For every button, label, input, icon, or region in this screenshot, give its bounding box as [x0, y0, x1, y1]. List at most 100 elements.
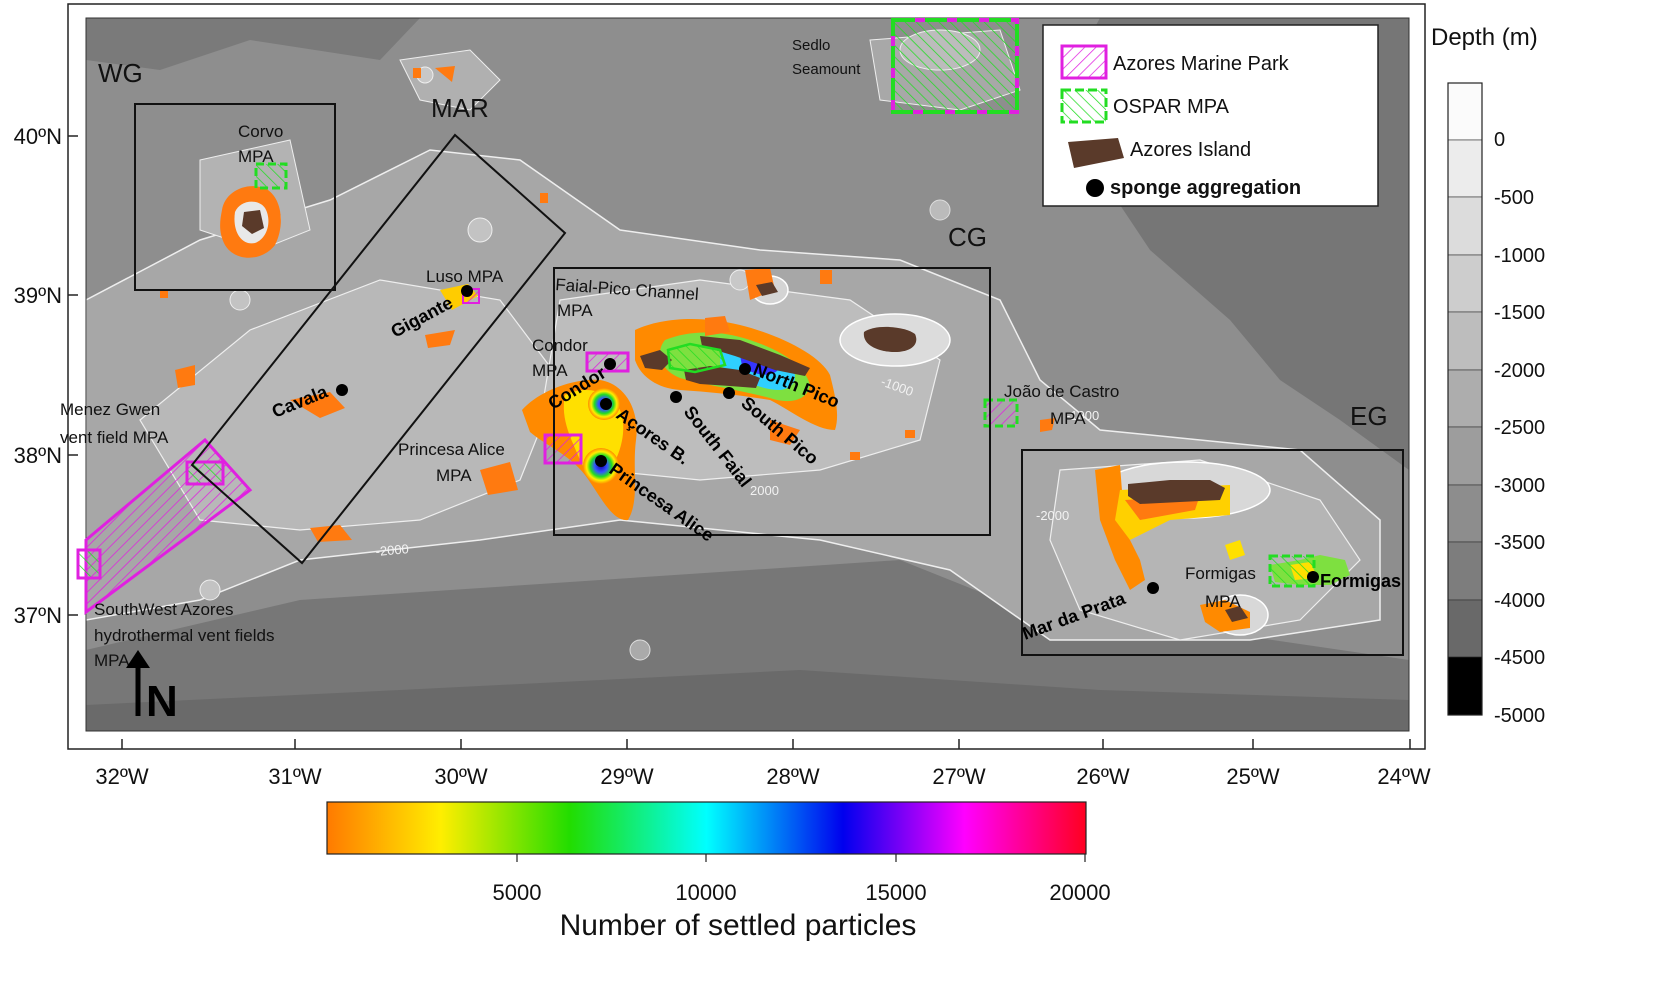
- label-sedlo: Sedlo: [792, 37, 830, 54]
- lon-label-24: 24ºW: [1377, 764, 1431, 789]
- label-corvo: Corvo: [238, 122, 283, 141]
- depth-label-1500: -1500: [1494, 302, 1545, 324]
- particle-tick-15000: 15000: [865, 880, 926, 905]
- mpa-formigas: [1268, 554, 1316, 588]
- sponge-dot-south-pico: [723, 387, 735, 399]
- particle-colorbar-gradient: [326, 801, 1087, 855]
- contour-label-2000-b: -2000: [1036, 508, 1069, 523]
- lon-label-32: 32ºW: [95, 764, 149, 789]
- longitude-labels: 32ºW 31ºW 30ºW 29ºW 28ºW 27ºW 26ºW 25ºW …: [95, 764, 1431, 789]
- contour-label-1000-b: -1000: [1066, 408, 1099, 423]
- island-terceira: [863, 326, 917, 352]
- lon-label-31: 31ºW: [268, 764, 322, 789]
- sponge-dot-mar-da-prata: [1147, 582, 1159, 594]
- deep-water-south: [86, 560, 1409, 731]
- depth-label-5000: -5000: [1494, 705, 1545, 727]
- axis-ticks: [68, 135, 1411, 749]
- sponge-dot-cavala: [336, 384, 348, 396]
- label-condor: Condor: [532, 336, 588, 355]
- legend-ospar-label: OSPAR MPA: [1113, 96, 1230, 118]
- label-sw-azores-1: SouthWest Azores: [94, 600, 234, 619]
- lon-label-28: 28ºW: [766, 764, 820, 789]
- lat-label-38: 38ºN: [14, 443, 62, 468]
- legend-island-label: Azores Island: [1130, 139, 1251, 161]
- legend-sponge-swatch: [1086, 179, 1104, 197]
- lat-label-39: 39ºN: [14, 283, 62, 308]
- lon-label-29: 29ºW: [600, 764, 654, 789]
- legend-island-swatch: [1068, 138, 1124, 168]
- label-formigas-mpa: MPA: [1205, 592, 1241, 611]
- azores-islands: [242, 210, 1248, 622]
- depth-label-1000: -1000: [1494, 245, 1545, 267]
- latitude-labels: 40ºN 39ºN 38ºN 37ºN: [14, 124, 62, 628]
- region-box-wg: [134, 103, 336, 291]
- label-joao-de-castro: João de Castro: [1004, 382, 1119, 401]
- site-formigas: Formigas: [1320, 571, 1401, 591]
- island-santa-maria: [1225, 606, 1248, 622]
- sponge-dot-south-faial: [670, 391, 682, 403]
- depth-label-2000: -2000: [1494, 360, 1545, 382]
- mpa-sw-green: [76, 548, 102, 580]
- mpa-princesa-alice: [543, 433, 583, 465]
- depth-colorbar: Depth (m) 0 -500 -1000 -1500 -2000 -2500…: [1431, 24, 1545, 727]
- label-sedlo-seamount: Seamount: [792, 61, 861, 78]
- region-label-mar: MAR: [431, 93, 489, 123]
- contour-label-2000-c: 2000: [750, 483, 779, 498]
- sponge-dot-north-pico: [739, 363, 751, 375]
- label-joao-de-castro-mpa: MPA: [1050, 409, 1086, 428]
- depth-label-500: -500: [1494, 187, 1534, 209]
- legend-sponge-label: sponge aggregation: [1110, 177, 1301, 199]
- depth-label-3500: -3500: [1494, 532, 1545, 554]
- island-sao-jorge: [700, 336, 810, 376]
- depth-colorbar-title: Depth (m): [1431, 24, 1538, 51]
- sponge-dot-acores-b: [600, 398, 612, 410]
- region-labels: WG MAR CG EG: [98, 58, 1388, 431]
- depth-label-4500: -4500: [1494, 647, 1545, 669]
- label-princesa-alice-mpa-1: Princesa Alice: [398, 440, 505, 459]
- mpa-sedlo-seamount: [891, 18, 1019, 114]
- sponge-dot-condor: [604, 358, 616, 370]
- island-corvo: [242, 210, 264, 234]
- north-arrow-label: N: [146, 677, 178, 726]
- legend-marine-park-swatch: [1060, 44, 1108, 80]
- region-boxes: [134, 103, 1404, 656]
- region-label-wg: WG: [98, 58, 143, 88]
- deep-water-north: [86, 18, 420, 70]
- label-menez-gwen-mpa: vent field MPA: [60, 428, 169, 447]
- label-luso-mpa: Luso MPA: [426, 267, 504, 286]
- contour-labels: -1000 -1000 -2000 -2000 2000: [375, 374, 1099, 559]
- particle-colorbar-title: Number of settled particles: [560, 909, 917, 942]
- sponge-aggregations: [336, 285, 1319, 594]
- particle-tick-5000: 5000: [493, 880, 542, 905]
- lon-label-27: 27ºW: [932, 764, 986, 789]
- sponge-dot-luso: [461, 285, 473, 297]
- label-condor-mpa: MPA: [532, 361, 568, 380]
- particle-tick-20000: 20000: [1049, 880, 1110, 905]
- label-sw-azores-3: MPA: [94, 651, 130, 670]
- mpa-faial-pico-channel: [666, 342, 727, 374]
- depth-label-0: 0: [1494, 129, 1505, 151]
- region-label-eg: EG: [1350, 401, 1388, 431]
- island-graciosa: [756, 282, 778, 296]
- region-box-mar: [190, 133, 567, 565]
- sponge-dot-formigas: [1307, 571, 1319, 583]
- sponge-dot-princesa-alice: [595, 455, 607, 467]
- legend-ospar-swatch: [1060, 88, 1108, 124]
- label-princesa-alice-mpa-2: MPA: [436, 466, 472, 485]
- region-label-cg: CG: [948, 222, 987, 252]
- label-corvo-mpa: MPA: [238, 147, 274, 166]
- depth-label-4000: -4000: [1494, 590, 1545, 612]
- contour-label-2000: -2000: [375, 541, 409, 559]
- label-menez-gwen: Menez Gwen: [60, 400, 160, 419]
- island-faial: [640, 350, 672, 370]
- lon-label-30: 30ºW: [434, 764, 488, 789]
- island-sao-miguel: [1128, 480, 1225, 504]
- particle-tick-10000: 10000: [675, 880, 736, 905]
- mpa-corvo: [254, 162, 288, 190]
- lat-label-40: 40ºN: [14, 124, 62, 149]
- map-legend: Azores Marine Park OSPAR MPA Azores Isla…: [1042, 24, 1379, 207]
- region-box-cg: [553, 267, 991, 536]
- depth-label-2500: -2500: [1494, 417, 1545, 439]
- depth-label-3000: -3000: [1494, 475, 1545, 497]
